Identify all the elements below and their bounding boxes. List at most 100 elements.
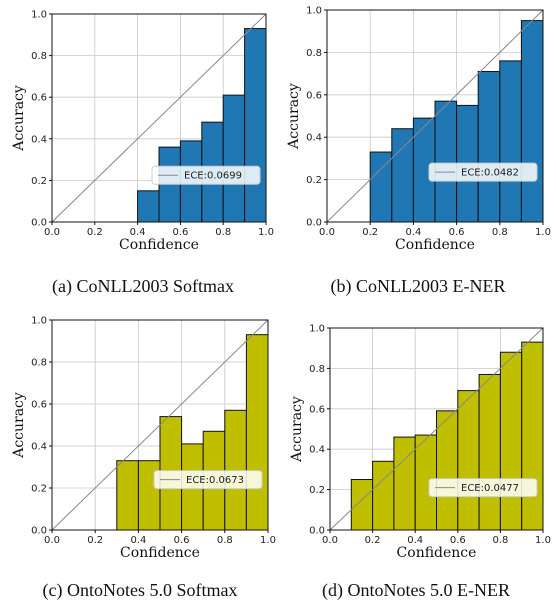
x-tick-label: 0.2 [362,227,378,238]
x-tick-label: 0.8 [492,227,508,238]
legend-label: ECE:0.0482 [461,168,519,179]
x-tick-label: 0.4 [130,535,146,546]
x-axis-label: Confidence [397,545,477,561]
calibration-bar [369,151,393,223]
calibration-bar [350,479,374,531]
y-tick-label: 0.4 [31,134,47,145]
calibration-bar [520,20,544,223]
perfect-calibration-line [326,9,544,223]
x-tick-label: 0.4 [405,227,421,238]
legend-label: ECE:0.0477 [461,483,519,494]
x-axis-label: Confidence [120,545,200,561]
y-tick-label: 0.0 [31,526,47,537]
perfect-calibration-line [51,13,267,223]
x-tick-label: 0.2 [87,535,103,546]
calibration-bar [457,390,480,531]
x-tick-label: 0.0 [319,227,335,238]
calibration-bar [137,190,160,223]
caption-a: (a) CoNLL2003 Softmax [52,276,234,297]
panel-ontonotes-ener: 0.0 0.2 0.4 0.6 0.8 1.0 0.0 0.2 0.4 0.6 0.8 1.0 Conf… [289,324,551,562]
axes-frame [51,319,269,531]
legend-box [153,470,263,490]
calibration-bar [245,334,269,531]
y-tick-label: 0.6 [309,404,325,415]
y-tick-label: 0.2 [309,485,325,496]
y-tick-label: 0.8 [31,51,47,62]
x-tick-label: 1.0 [260,535,276,546]
x-tick-label: 1.0 [535,535,551,546]
y-tick-label: 0.8 [309,364,325,375]
axes-frame [51,13,267,223]
calibration-bar [393,436,416,531]
x-tick-label: 0.0 [44,227,60,238]
perfect-calibration-line [51,319,269,531]
y-tick-label: 0.4 [31,442,47,453]
axes-frame [326,9,544,223]
calibration-bar [244,28,267,223]
x-tick-label: 0.6 [174,535,190,546]
legend-label: ECE:0.0673 [186,475,244,486]
x-tick-label: 0.2 [365,535,381,546]
y-axis-label: Accuracy [11,392,27,459]
y-tick-label: 0.0 [309,526,325,537]
y-tick-label: 0.0 [306,218,322,229]
x-tick-label: 0.6 [172,227,188,238]
x-tick-label: 0.4 [407,535,423,546]
x-tick-label: 0.8 [492,535,508,546]
panel-conll2003-softmax: 0.0 0.2 0.4 0.6 0.8 1.0 0.0 0.2 0.4 0.6 0.8 1.0 Conf… [11,10,274,254]
caption-c: (c) OntoNotes 5.0 Softmax [43,580,238,601]
x-tick-label: 0.4 [130,227,146,238]
y-tick-label: 0.4 [309,445,325,456]
y-tick-label: 0.4 [306,133,322,144]
x-tick-label: 0.6 [450,535,466,546]
calibration-bar [499,351,523,531]
calibration-bar [499,60,522,223]
y-tick-label: 0.6 [31,400,47,411]
y-tick-label: 0.0 [31,218,47,229]
legend-box [428,478,538,498]
x-tick-label: 1.0 [535,227,551,238]
x-tick-label: 0.0 [44,535,60,546]
calibration-bar [222,94,246,223]
legend-box [151,165,261,185]
x-tick-label: 0.8 [217,535,233,546]
perfect-calibration-line [329,327,544,531]
x-axis-label: Confidence [119,237,199,253]
axes-frame [329,327,544,531]
y-tick-label: 1.0 [306,6,322,17]
y-tick-label: 0.8 [31,358,47,369]
y-tick-label: 0.2 [306,175,322,186]
y-tick-label: 1.0 [309,324,325,335]
x-tick-label: 1.0 [258,227,274,238]
x-tick-label: 0.6 [449,227,465,238]
x-axis-label: Confidence [395,237,475,253]
calibration-bar [116,460,139,531]
y-tick-label: 0.8 [306,48,322,59]
y-tick-label: 1.0 [31,10,47,21]
calibration-bar [521,341,544,531]
calibration-bar [372,460,395,531]
y-tick-label: 0.6 [306,90,322,101]
y-axis-label: Accuracy [289,396,305,463]
calibration-bar [391,128,414,223]
panel-ontonotes-softmax: 0.0 0.2 0.4 0.6 0.8 1.0 0.0 0.2 0.4 0.6 0.8 1.0 Conf… [11,316,276,562]
x-tick-label: 0.8 [215,227,231,238]
panel-conll2003-ener: 0.0 0.2 0.4 0.6 0.8 1.0 0.0 0.2 0.4 0.6 0.8 1.0 Conf… [286,6,551,254]
y-tick-label: 1.0 [31,316,47,327]
legend-box [428,162,538,182]
calibration-bar [478,373,501,531]
y-axis-label: Accuracy [11,85,27,152]
y-tick-label: 0.6 [31,93,47,104]
y-tick-label: 0.2 [31,176,47,187]
y-axis-label: Accuracy [286,83,302,150]
calibration-bar [434,100,458,223]
legend-label: ECE:0.0699 [184,171,242,182]
calibration-bar [477,70,501,223]
x-tick-label: 0.0 [322,535,338,546]
y-tick-label: 0.2 [31,484,47,495]
caption-b: (b) CoNLL2003 E-NER [331,276,506,297]
x-tick-label: 0.2 [87,227,103,238]
calibration-bar [436,410,459,531]
caption-d: (d) OntoNotes 5.0 E-NER [322,580,510,601]
